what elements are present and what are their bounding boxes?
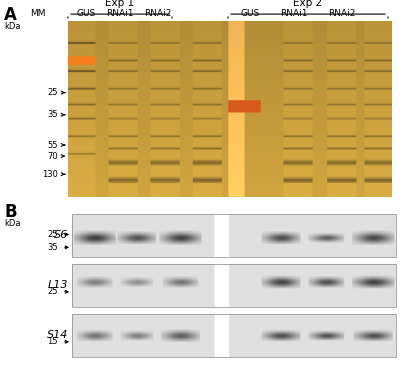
Text: S6: S6 [54, 230, 68, 240]
Text: 25: 25 [48, 88, 58, 97]
Text: RNAi2: RNAi2 [144, 9, 172, 18]
Text: B: B [4, 203, 17, 221]
Text: Exp 1: Exp 1 [106, 0, 134, 8]
Text: 130: 130 [42, 170, 58, 179]
Text: RNAi2: RNAi2 [328, 9, 356, 18]
Text: RNAi1: RNAi1 [106, 9, 134, 18]
Text: A: A [4, 6, 17, 24]
Text: 25: 25 [48, 287, 58, 296]
Text: 35: 35 [47, 243, 58, 252]
Text: 70: 70 [47, 152, 58, 161]
Text: Exp 2: Exp 2 [294, 0, 322, 8]
Text: kDa: kDa [4, 219, 20, 228]
Text: GUS: GUS [240, 9, 260, 18]
Text: 35: 35 [47, 110, 58, 119]
Text: kDa: kDa [4, 22, 20, 31]
Text: RNAi1: RNAi1 [280, 9, 308, 18]
Text: 25: 25 [48, 230, 58, 239]
Text: GUS: GUS [76, 9, 96, 18]
Text: 55: 55 [48, 141, 58, 149]
Text: L13: L13 [48, 280, 68, 290]
Text: MM: MM [30, 9, 46, 18]
Text: S14: S14 [47, 330, 68, 340]
Text: 15: 15 [48, 337, 58, 346]
